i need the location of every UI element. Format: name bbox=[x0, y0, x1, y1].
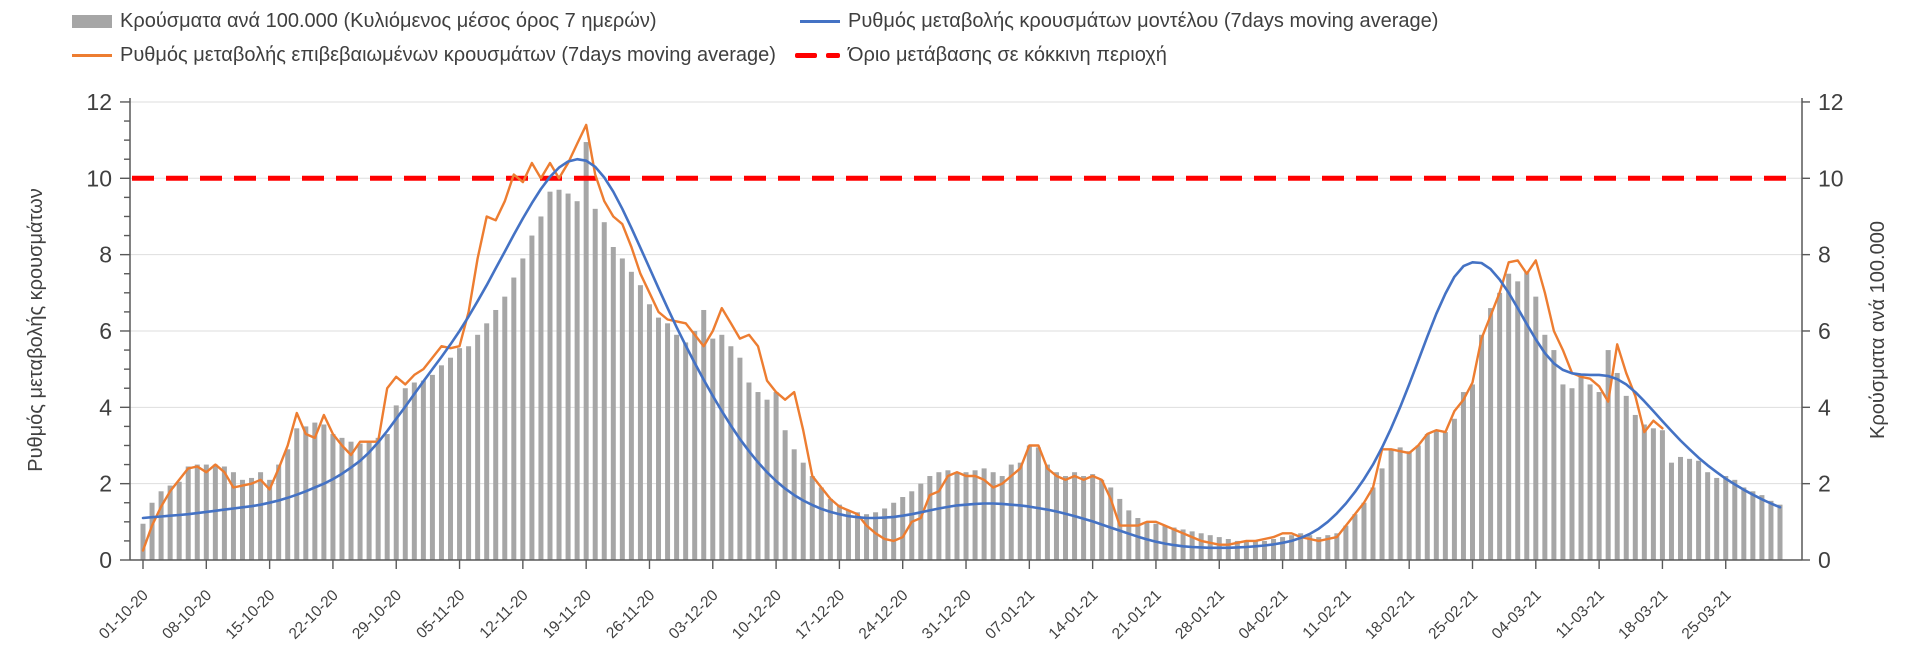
svg-text:6: 6 bbox=[99, 318, 112, 344]
svg-text:4: 4 bbox=[1818, 394, 1831, 420]
svg-text:24-12-20: 24-12-20 bbox=[856, 587, 912, 643]
svg-text:08-10-20: 08-10-20 bbox=[159, 587, 215, 643]
svg-text:2: 2 bbox=[1818, 471, 1831, 497]
svg-text:0: 0 bbox=[1818, 547, 1831, 573]
svg-text:18-02-21: 18-02-21 bbox=[1362, 587, 1418, 643]
legend-label: Όριο μετάβασης σε κόκκινη περιοχή bbox=[848, 44, 1167, 66]
svg-text:11-02-21: 11-02-21 bbox=[1300, 587, 1355, 642]
svg-text:03-12-20: 03-12-20 bbox=[666, 587, 722, 643]
svg-text:0: 0 bbox=[99, 547, 112, 573]
legend-item-model-line: Ρυθμός μεταβολής κρουσμάτων μοντέλου (7d… bbox=[800, 10, 1438, 33]
x-axis: 01-10-20 08-10-20 15-10-20 22-10-20 29-10-20… bbox=[96, 560, 1735, 643]
red-dash-swatch-icon bbox=[795, 53, 840, 58]
svg-text:10: 10 bbox=[1818, 165, 1844, 191]
confirmed-rate-line bbox=[141, 123, 1664, 552]
svg-text:6: 6 bbox=[1818, 318, 1831, 344]
svg-text:12-11-20: 12-11-20 bbox=[477, 587, 532, 642]
svg-text:2: 2 bbox=[99, 471, 112, 497]
svg-text:31-12-20: 31-12-20 bbox=[919, 587, 975, 643]
svg-text:19-11-20: 19-11-20 bbox=[540, 587, 595, 642]
svg-text:07-01-21: 07-01-21 bbox=[982, 587, 1038, 643]
y-axis-left-title: Ρυθμός μεταβολής κρουσμάτων bbox=[25, 188, 47, 472]
legend-item-cases-bars: Κρούσματα ανά 100.000 (Κυλιόμενος μέσος … bbox=[72, 10, 657, 33]
svg-text:29-10-20: 29-10-20 bbox=[349, 587, 405, 643]
svg-text:18-03-21: 18-03-21 bbox=[1615, 587, 1671, 643]
blue-line-swatch-icon bbox=[800, 20, 840, 23]
legend-label: Κρούσματα ανά 100.000 (Κυλιόμενος μέσος … bbox=[120, 10, 657, 32]
y-axis-right: 0 2 4 6 8 10 12 bbox=[1802, 89, 1844, 573]
y-axis-left: 0 2 4 6 8 10 12 bbox=[86, 89, 130, 573]
svg-text:8: 8 bbox=[99, 242, 112, 268]
axis-titles: Ρυθμός μεταβολής κρουσμάτων Κρούσματα ανά… bbox=[25, 188, 1889, 472]
svg-text:25-03-21: 25-03-21 bbox=[1679, 587, 1735, 643]
svg-text:10-12-20: 10-12-20 bbox=[729, 587, 785, 643]
svg-text:22-10-20: 22-10-20 bbox=[286, 587, 342, 643]
chart-legend: Κρούσματα ανά 100.000 (Κυλιόμενος μέσος … bbox=[0, 0, 1920, 76]
svg-text:12: 12 bbox=[1818, 89, 1844, 115]
legend-label: Ρυθμός μεταβολής επιβεβαιωμένων κρουσμάτ… bbox=[120, 44, 776, 66]
svg-text:12: 12 bbox=[86, 89, 112, 115]
bars-series bbox=[140, 142, 1783, 561]
svg-text:04-02-21: 04-02-21 bbox=[1236, 587, 1292, 643]
svg-text:17-12-20: 17-12-20 bbox=[792, 587, 848, 643]
svg-text:26-11-20: 26-11-20 bbox=[603, 587, 658, 642]
svg-text:15-10-20: 15-10-20 bbox=[223, 587, 279, 643]
svg-text:10: 10 bbox=[86, 165, 112, 191]
legend-item-threshold: Όριο μετάβασης σε κόκκινη περιοχή bbox=[795, 44, 1167, 67]
svg-text:25-02-21: 25-02-21 bbox=[1425, 587, 1481, 643]
model-rate-line bbox=[141, 157, 1782, 550]
svg-text:21-01-21: 21-01-21 bbox=[1109, 587, 1165, 643]
y-axis-right-title: Κρούσματα ανά 100.000 bbox=[1867, 221, 1889, 439]
svg-text:05-11-20: 05-11-20 bbox=[413, 587, 468, 642]
legend-item-confirmed-line: Ρυθμός μεταβολής επιβεβαιωμένων κρουσμάτ… bbox=[72, 44, 776, 67]
svg-text:01-10-20: 01-10-20 bbox=[96, 587, 152, 643]
svg-text:8: 8 bbox=[1818, 242, 1831, 268]
svg-text:14-01-21: 14-01-21 bbox=[1046, 587, 1102, 643]
orange-line-swatch-icon bbox=[72, 54, 112, 57]
svg-text:04-03-21: 04-03-21 bbox=[1489, 587, 1545, 643]
svg-text:4: 4 bbox=[99, 394, 112, 420]
bar-swatch-icon bbox=[72, 15, 112, 28]
legend-label: Ρυθμός μεταβολής κρουσμάτων μοντέλου (7d… bbox=[848, 10, 1439, 32]
svg-text:11-03-21: 11-03-21 bbox=[1553, 587, 1608, 642]
svg-text:28-01-21: 28-01-21 bbox=[1172, 587, 1228, 643]
